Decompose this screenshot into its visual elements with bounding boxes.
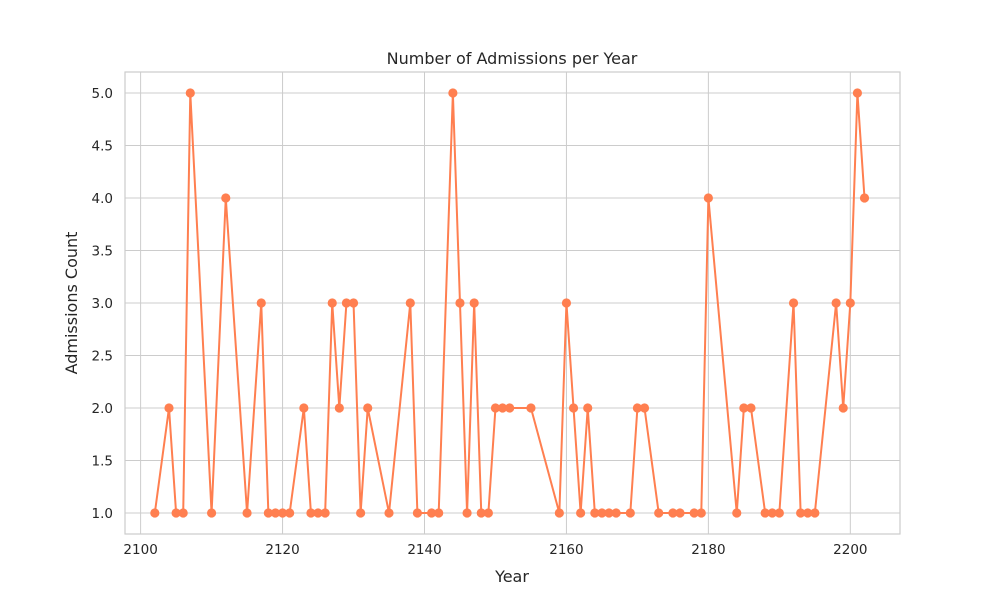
data-point [505, 403, 515, 413]
x-tick-label: 2180 [691, 542, 725, 558]
data-point [526, 403, 536, 413]
data-point [597, 508, 607, 518]
data-point [483, 508, 493, 518]
data-point [306, 508, 316, 518]
x-tick-labels: 2100 2120 2140 2160 2180 2200 [123, 542, 867, 558]
y-axis-label: Admissions Count [62, 232, 81, 375]
data-point [476, 508, 486, 518]
data-point [852, 88, 863, 98]
data-point [221, 193, 231, 203]
y-tick-label: 4.0 [92, 191, 113, 207]
data-point [668, 508, 678, 518]
data-point [185, 88, 195, 98]
data-point [313, 508, 323, 518]
data-point [554, 508, 564, 518]
data-point [675, 508, 685, 518]
data-point [625, 508, 635, 518]
data-point [632, 403, 643, 413]
x-tick-label: 2160 [549, 542, 583, 558]
chart-title: Number of Admissions per Year [387, 49, 638, 68]
data-point [576, 508, 586, 518]
x-tick-label: 2140 [407, 542, 441, 558]
data-point [277, 508, 288, 518]
data-point [348, 298, 359, 308]
data-point [299, 403, 309, 413]
data-point [363, 403, 373, 413]
data-point [412, 508, 422, 518]
data-point [590, 508, 600, 518]
data-point [178, 508, 188, 518]
data-point [242, 508, 252, 518]
y-tick-label: 3.5 [92, 244, 113, 260]
data-point [270, 508, 281, 518]
x-tick-label: 2100 [123, 542, 157, 558]
data-point [263, 508, 273, 518]
data-point [405, 298, 415, 308]
data-point [490, 403, 501, 413]
data-point [150, 508, 160, 518]
data-point [760, 508, 770, 518]
data-point [561, 298, 572, 308]
data-point [334, 403, 344, 413]
data-point [455, 298, 465, 308]
data-point [739, 403, 749, 413]
data-point [320, 508, 330, 518]
x-tick-label: 2200 [833, 542, 867, 558]
data-point [604, 508, 614, 518]
data-point [611, 508, 621, 518]
x-tick-label: 2120 [265, 542, 299, 558]
data-point [746, 403, 756, 413]
data-point [448, 88, 458, 98]
data-point [774, 508, 784, 518]
data-point [568, 403, 579, 413]
data-point [767, 508, 777, 518]
data-point [206, 508, 217, 518]
data-point [497, 403, 508, 413]
data-point [689, 508, 699, 518]
data-point [845, 298, 855, 308]
data-point [171, 508, 181, 518]
data-point [838, 403, 848, 413]
data-points [150, 88, 870, 518]
data-point [327, 298, 337, 308]
data-point [788, 298, 799, 308]
data-point [732, 508, 742, 518]
data-point [341, 298, 352, 308]
data-point [696, 508, 706, 518]
y-tick-label: 1.5 [92, 454, 113, 470]
y-tick-labels: 1.0 1.5 2.0 2.5 3.0 3.5 4.0 4.5 5.0 [92, 86, 113, 522]
data-point [384, 508, 394, 518]
y-tick-label: 1.0 [92, 506, 113, 522]
data-point [703, 193, 713, 203]
y-tick-label: 5.0 [92, 86, 113, 102]
y-tick-label: 3.0 [92, 296, 113, 312]
data-point [462, 508, 472, 518]
data-point [426, 508, 437, 518]
x-axis-label: Year [494, 567, 529, 586]
data-point [654, 508, 664, 518]
data-point [285, 508, 295, 518]
data-point [639, 403, 650, 413]
data-point [803, 508, 813, 518]
data-point [810, 508, 820, 518]
y-tick-label: 2.5 [92, 349, 113, 365]
y-tick-label: 2.0 [92, 401, 113, 417]
plot-frame [124, 71, 901, 535]
data-point [859, 193, 870, 203]
data-point [469, 298, 479, 308]
data-point [831, 298, 841, 308]
data-point [164, 403, 174, 413]
data-point [796, 508, 806, 518]
data-point [434, 508, 444, 518]
data-point [583, 403, 593, 413]
y-tick-label: 4.5 [92, 139, 113, 155]
data-point [256, 298, 266, 308]
data-point [356, 508, 366, 518]
